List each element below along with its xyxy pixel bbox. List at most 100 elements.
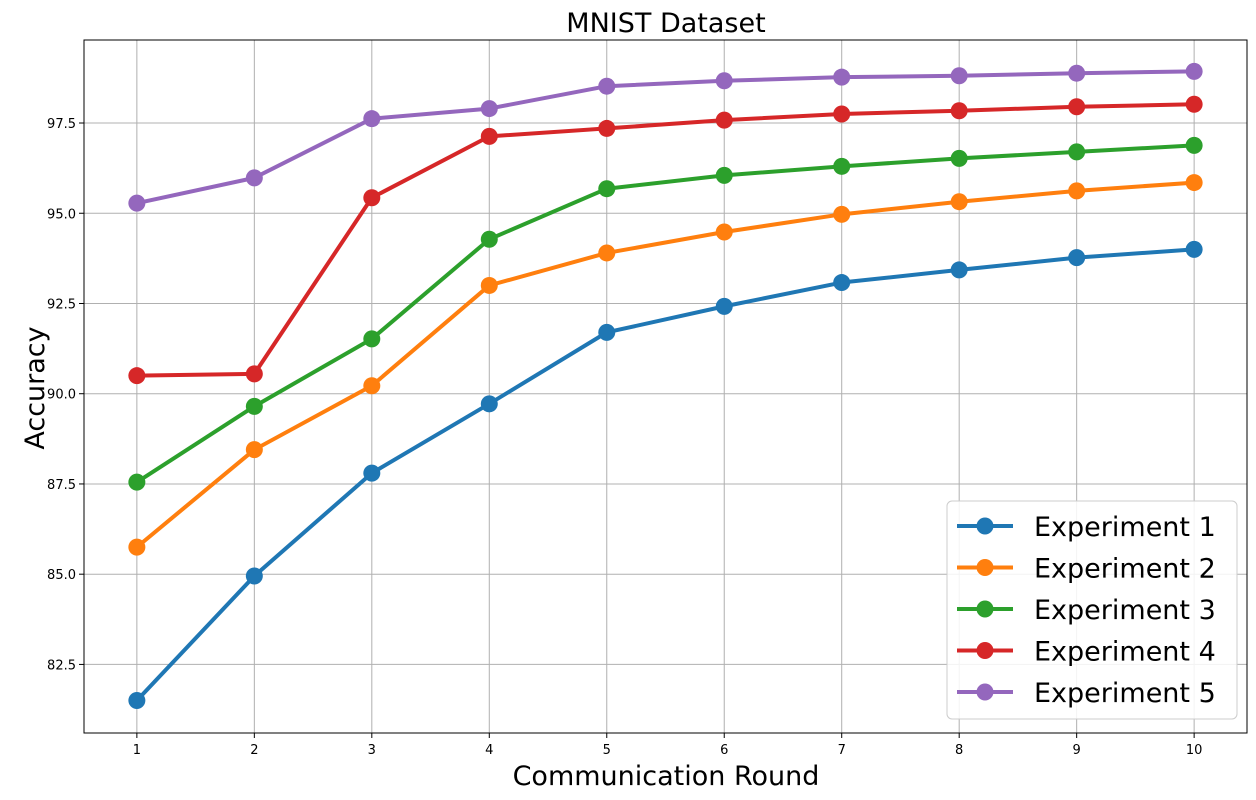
data-point [715,223,733,241]
series-line [134,102,1197,378]
series-line [134,69,1197,206]
x-tick-label: 2 [250,743,258,758]
legend-label: Experiment 1 [1034,512,1216,543]
y-tick-label: 82.5 [47,658,76,673]
data-point [833,274,851,292]
y-tick-label: 90.0 [47,388,76,403]
data-point [363,189,381,207]
legend-label: Experiment 4 [1034,637,1216,668]
legend: Experiment 1 Experiment 2 Experiment 3 Expe… [946,500,1238,720]
data-point [1068,143,1086,161]
legend-item: Experiment 4 [957,637,1216,668]
x-tick-label: 10 [1186,743,1203,758]
data-point [480,127,498,145]
y-axis-ticks: 82.5 85.0 87.5 90.0 92.5 95.0 97.5 [47,117,84,673]
y-tick-label: 95.0 [47,207,76,222]
legend-marker [976,559,994,576]
legend-marker [976,600,994,618]
data-point [715,111,733,129]
legend-item: Experiment 1 [957,512,1216,543]
legend-box [946,500,1238,720]
data-point [363,377,381,395]
data-point [1185,174,1203,192]
legend-marker [976,517,994,535]
x-tick-label: 7 [838,743,846,758]
data-point [950,149,968,167]
x-axis-ticks: 1 2 3 4 5 6 7 8 9 10 [133,733,1203,758]
data-point [1068,98,1086,116]
data-point [363,110,381,128]
y-tick-label: 87.5 [47,478,76,493]
data-point [598,119,616,137]
data-point [715,72,733,90]
data-point [1068,249,1086,267]
data-point [363,330,381,348]
data-point [950,102,968,120]
data-point [480,395,498,413]
x-tick-label: 5 [603,743,611,758]
data-point [480,230,498,248]
x-tick-label: 4 [485,743,493,758]
legend-label: Experiment 2 [1034,554,1216,585]
x-tick-label: 1 [133,743,141,758]
series-layer [128,62,1203,710]
data-point [598,244,616,262]
series-5 [128,62,1203,212]
data-point [950,193,968,211]
chart-title: MNIST Dataset [566,8,765,39]
legend-marker [976,642,994,659]
data-point [128,194,146,212]
data-point [480,276,498,294]
series-4 [128,95,1203,385]
legend-item: Experiment 3 [957,595,1216,626]
data-point [1068,182,1086,200]
data-point [950,261,968,279]
x-tick-label: 9 [1073,743,1081,758]
data-point [128,538,146,556]
x-tick-label: 8 [955,743,963,758]
legend-label: Experiment 3 [1034,595,1216,626]
y-tick-label: 92.5 [47,297,76,312]
data-point [715,166,733,184]
series-2 [128,174,1203,556]
y-tick-label: 97.5 [47,117,76,132]
series-line [134,180,1197,550]
data-point [715,297,733,315]
legend-item: Experiment 2 [957,554,1216,585]
y-axis-label: Accuracy [20,326,51,449]
data-point [245,441,263,459]
data-point [480,100,498,118]
data-point [128,692,146,710]
data-point [128,473,146,491]
series-line [134,247,1197,703]
series-1 [128,240,1203,710]
data-point [1185,95,1203,113]
data-point [363,464,381,482]
data-point [1185,240,1203,258]
data-point [1185,136,1203,154]
series-line [134,143,1197,485]
legend-item: Experiment 5 [957,678,1216,709]
data-point [128,367,146,385]
data-point [950,67,968,85]
y-tick-label: 85.0 [47,568,76,583]
data-point [598,323,616,341]
data-point [1185,62,1203,80]
legend-marker [976,683,994,701]
series-3 [128,136,1203,491]
data-point [245,365,263,383]
data-point [1068,64,1086,82]
data-point [598,180,616,198]
data-point [833,105,851,123]
data-point [245,397,263,415]
legend-label: Experiment 5 [1034,678,1216,709]
data-point [833,205,851,223]
data-point [245,169,263,187]
x-axis-label: Communication Round [513,761,820,792]
x-tick-label: 3 [368,743,376,758]
plot-frame [83,39,1248,734]
data-point [833,68,851,86]
data-point [833,157,851,175]
x-tick-label: 6 [720,743,728,758]
